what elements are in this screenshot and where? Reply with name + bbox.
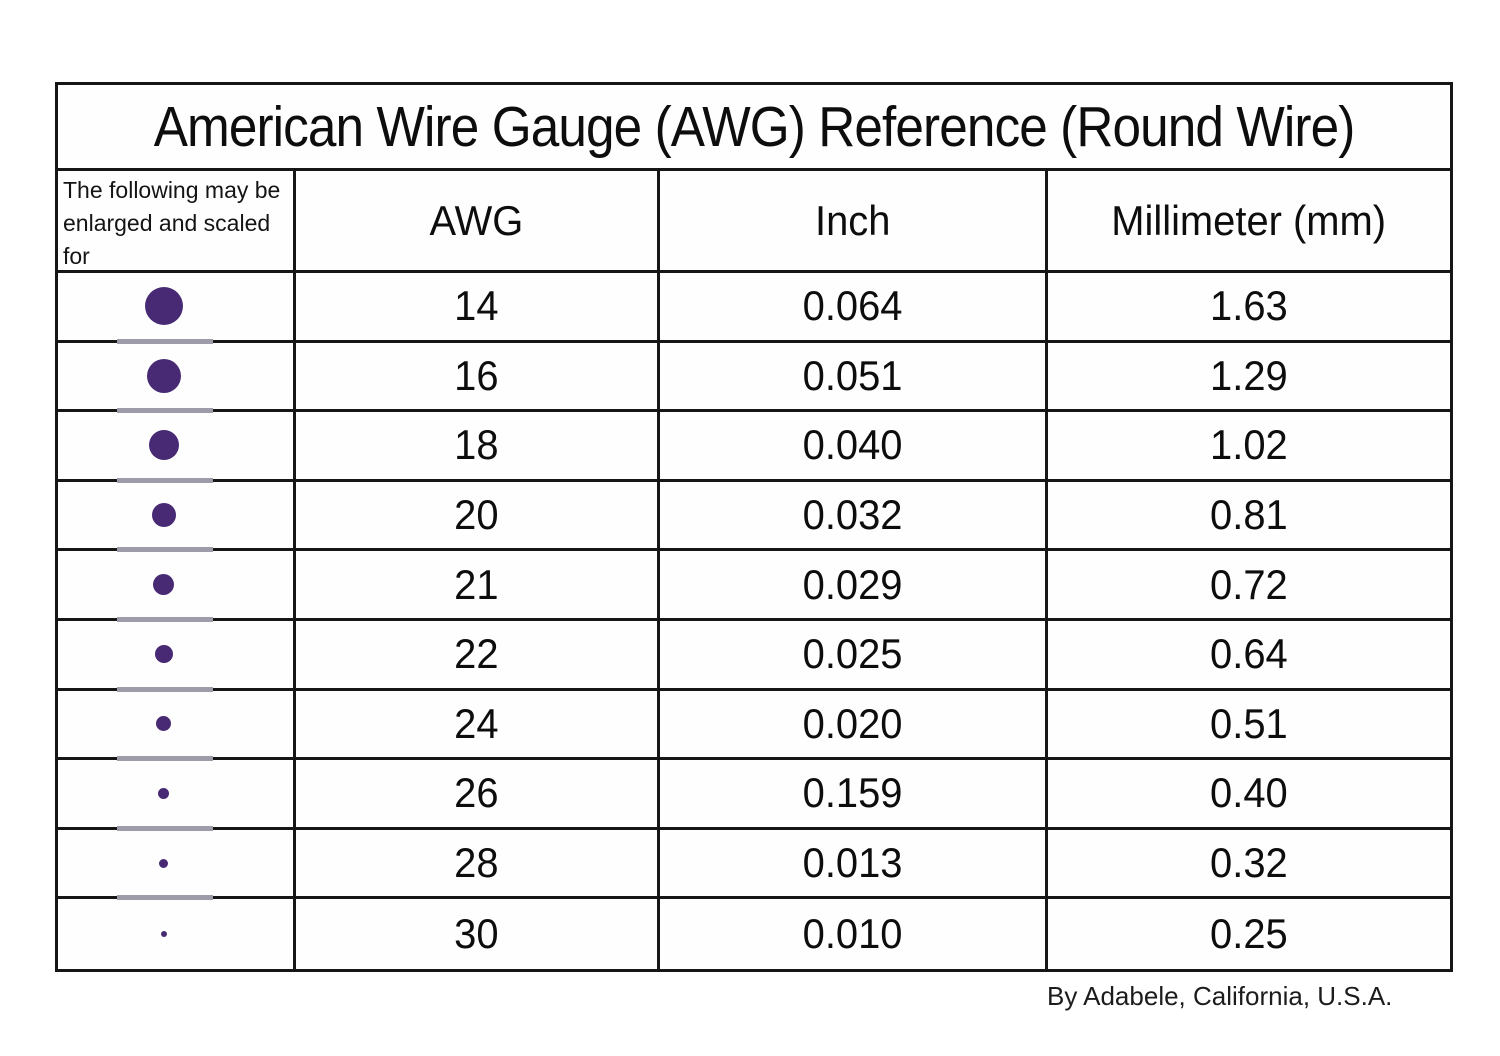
- dot-underline: [117, 756, 213, 762]
- column-header-inch: Inch: [660, 171, 1048, 273]
- awg-value: 28: [296, 829, 660, 900]
- mm-value: 0.72: [1048, 551, 1450, 621]
- table-title-cell: American Wire Gauge (AWG) Reference (Rou…: [58, 85, 1450, 171]
- inch-value: 0.025: [660, 620, 1048, 691]
- scale-note-line-1: The following may be: [63, 177, 281, 203]
- dot-underline: [117, 825, 213, 831]
- inch-value: 0.064: [660, 273, 1048, 343]
- inch-value: 0.010: [660, 899, 1048, 969]
- dot-underline: [117, 895, 213, 901]
- wire-dot-cell: [58, 412, 296, 483]
- mm-value: 0.25: [1048, 899, 1450, 969]
- mm-value: 0.40: [1048, 760, 1450, 830]
- awg-value: 30: [296, 899, 660, 969]
- awg-value: 20: [296, 481, 660, 552]
- wire-dot: [148, 430, 179, 461]
- awg-value: 16: [296, 342, 660, 413]
- awg-reference-table: American Wire Gauge (AWG) Reference (Rou…: [55, 82, 1453, 972]
- wire-dot: [151, 503, 176, 528]
- wire-dot-cell: [58, 690, 296, 762]
- wire-dot: [146, 358, 181, 393]
- table-title: American Wire Gauge (AWG) Reference (Rou…: [153, 94, 1356, 159]
- mm-value: 0.32: [1048, 829, 1450, 900]
- awg-value: 18: [296, 412, 660, 482]
- wire-dot-cell: [58, 342, 296, 414]
- wire-dot-cell: [58, 829, 296, 901]
- wire-dot-cell: [58, 273, 296, 344]
- mm-value: 1.29: [1048, 342, 1450, 413]
- scale-note-line-2: enlarged and scaled for: [63, 210, 271, 269]
- mm-value: 1.02: [1048, 412, 1450, 482]
- dot-underline: [117, 616, 213, 622]
- awg-value: 21: [296, 551, 660, 621]
- wire-dot: [156, 716, 171, 732]
- dot-underline: [117, 408, 213, 414]
- column-header-awg: AWG: [296, 171, 660, 273]
- awg-value: 24: [296, 690, 660, 761]
- dot-underline: [117, 338, 213, 344]
- inch-value: 0.032: [660, 481, 1048, 552]
- scale-note-cell: The following may be enlarged and scaled…: [58, 171, 296, 302]
- awg-value: 14: [296, 273, 660, 343]
- wire-dot-cell: [58, 551, 296, 622]
- inch-value: 0.013: [660, 829, 1048, 900]
- attribution-text: By Adabele, California, U.S.A.: [1047, 981, 1393, 1011]
- wire-dot: [154, 645, 173, 664]
- wire-dot-cell: [58, 481, 296, 553]
- wire-dot-cell: [58, 620, 296, 692]
- mm-value: 0.64: [1048, 620, 1450, 691]
- inch-value: 0.029: [660, 551, 1048, 621]
- awg-value: 22: [296, 620, 660, 691]
- inch-value: 0.051: [660, 342, 1048, 413]
- dot-underline: [117, 477, 213, 483]
- mm-value: 0.51: [1048, 690, 1450, 761]
- mm-value: 1.63: [1048, 273, 1450, 343]
- inch-value: 0.040: [660, 412, 1048, 482]
- inch-value: 0.159: [660, 760, 1048, 830]
- wire-dot-cell: [58, 760, 296, 831]
- wire-dot: [144, 287, 183, 326]
- dot-underline: [117, 547, 213, 553]
- awg-value: 26: [296, 760, 660, 830]
- wire-dot: [159, 858, 168, 868]
- mm-value: 0.81: [1048, 481, 1450, 552]
- wire-dot-cell: [58, 899, 296, 969]
- inch-value: 0.020: [660, 690, 1048, 761]
- wire-dot: [160, 931, 167, 938]
- dot-underline: [117, 686, 213, 692]
- wire-dot: [158, 787, 169, 799]
- wire-dot: [153, 574, 174, 596]
- column-header-mm: Millimeter (mm): [1048, 171, 1450, 273]
